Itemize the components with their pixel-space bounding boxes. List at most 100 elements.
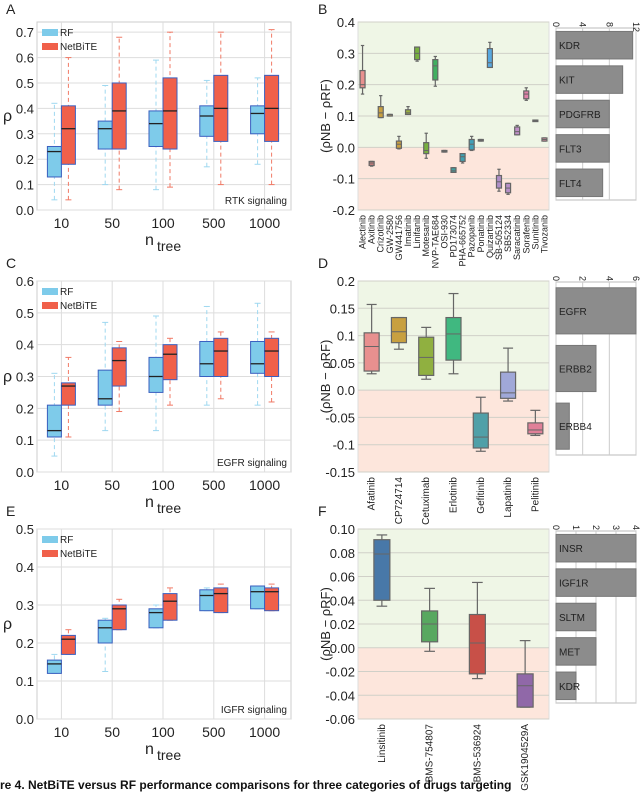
drug-box [423, 142, 430, 155]
target-bar-label: PDGFRB [559, 110, 601, 121]
x-tick-label: 10 [54, 724, 70, 740]
target-bar-label: EGFR [559, 307, 587, 318]
target-tick-label: 1 [571, 525, 581, 530]
drug-label: Linifanib [412, 215, 422, 249]
drug-box [432, 58, 439, 81]
target-bar-label: INSR [559, 544, 583, 555]
y-tick-label: 0.7 [16, 25, 34, 40]
drug-box [499, 371, 517, 399]
drug-label: Pazopanib [467, 215, 477, 258]
drug-label: Linsitinib [377, 724, 388, 763]
drug-label: BMS-754807 [425, 724, 436, 783]
rf-legend-swatch [42, 29, 58, 36]
drug-box [523, 90, 530, 100]
y-tick-label: -0.2 [333, 203, 355, 218]
y-axis-label: ρ [3, 616, 12, 633]
y-tick-label: 0.04 [330, 593, 355, 608]
panel-f: F -0.06 -0.04 -0.02 0.00 0.02 0.04 0.06 0.08 0.10… [318, 503, 640, 791]
drug-label: Erlotinib [449, 477, 460, 514]
x-axis-label-subscript: tree [157, 500, 181, 516]
drug-label: Sunitinib [530, 215, 540, 250]
y-tick-label: 0.3 [337, 46, 355, 61]
target-bar [555, 402, 570, 450]
y-tick-label: -0.04 [325, 688, 355, 703]
panel-label: C [6, 255, 16, 271]
y-tick-label: 0.00 [330, 641, 355, 656]
netbite-legend-swatch [42, 550, 58, 557]
panel-d: D -0.15 -0.1 -0.05 0.0 0.05 0.1 0.15 0.2 (ρNB − ρ… [318, 255, 640, 525]
y-tick-label: 0.1 [337, 109, 355, 124]
rf-box [148, 356, 164, 393]
rf-box [250, 585, 266, 610]
drug-label: PHA-665752 [458, 215, 468, 267]
x-tick-label: 500 [202, 724, 226, 740]
drug-label: SB-505124 [494, 215, 504, 260]
target-bar [555, 344, 597, 393]
x-tick-label: 10 [54, 477, 70, 493]
drug-label: Gefitinib [476, 477, 487, 514]
rf-box [148, 608, 164, 629]
netbite-box [60, 634, 76, 655]
y-axis-label: (ρNB − ρRF) [318, 587, 333, 661]
y-tick-label: 0.0 [16, 203, 34, 218]
drug-box [373, 539, 391, 601]
y-tick-label: 0.0 [337, 383, 355, 398]
rf-box [199, 589, 215, 612]
netbite-legend-swatch [42, 302, 58, 309]
target-bar-label: KIT [559, 76, 575, 87]
y-tick-label: 0.3 [16, 370, 34, 385]
target-bar-label: SLTM [559, 613, 585, 624]
drug-label: Lapatinib [503, 477, 514, 518]
drug-label: GW-2580 [385, 215, 395, 253]
drug-box [450, 167, 457, 173]
netbite-box [264, 587, 280, 612]
target-tick-label: 8 [604, 22, 614, 27]
y-tick-label: 0.06 [330, 570, 355, 585]
y-tick-label: 0.1 [16, 674, 34, 689]
drug-box [486, 48, 493, 69]
target-bar-label: KDR [559, 682, 580, 693]
y-tick-label: -0.15 [325, 465, 355, 480]
rf-box [148, 110, 164, 147]
y-tick-label: 0.02 [330, 617, 355, 632]
rf-box [97, 120, 113, 150]
target-bar [555, 134, 610, 163]
netbite-box [111, 604, 127, 631]
drug-label: Afatinib [367, 477, 378, 511]
x-tick-label: 1000 [249, 215, 280, 231]
rf-box [199, 105, 215, 137]
y-tick-label: -0.05 [325, 410, 355, 425]
x-tick-label: 1000 [249, 477, 280, 493]
drug-box [472, 412, 489, 449]
panel-a: A 0.0 0.1 0.2 0.3 0.4 0.5 0.6 0.7 ρ 10 50 100 500 1000… [3, 1, 292, 254]
y-tick-label: 0.2 [16, 152, 34, 167]
drug-label: Quizartinib [485, 215, 495, 258]
y-axis-label: (ρNB − ρRF) [318, 79, 333, 153]
panel-annotation: IGFR signaling [221, 705, 287, 716]
y-tick-label: 0.4 [16, 338, 34, 353]
drug-box [468, 613, 486, 675]
rf-box [250, 340, 266, 374]
panel-annotation: RTK signaling [225, 196, 287, 207]
y-tick-label: 0.1 [337, 329, 355, 344]
y-axis-label: (ρNB − ρRF) [318, 340, 333, 414]
drug-label: SB52334 [503, 215, 513, 252]
netbite-box [213, 337, 229, 377]
x-tick-label: 100 [151, 724, 175, 740]
netbite-box [162, 593, 178, 621]
x-tick-label: 100 [151, 215, 175, 231]
x-tick-label: 500 [202, 215, 226, 231]
y-tick-label: -0.02 [325, 665, 355, 680]
target-tick-label: 4 [604, 276, 614, 281]
drug-label: CP724714 [394, 477, 405, 525]
y-axis-label: ρ [3, 108, 12, 125]
y-tick-label: 0.5 [16, 522, 34, 537]
target-tick-label: 0 [551, 22, 561, 27]
y-tick-label: 0.0 [16, 712, 34, 727]
target-bar [555, 671, 577, 701]
rf-legend-swatch [42, 536, 58, 543]
netbite-box [264, 337, 280, 377]
y-tick-label: 0.1 [16, 178, 34, 193]
drug-label: Alectinib [358, 215, 368, 249]
